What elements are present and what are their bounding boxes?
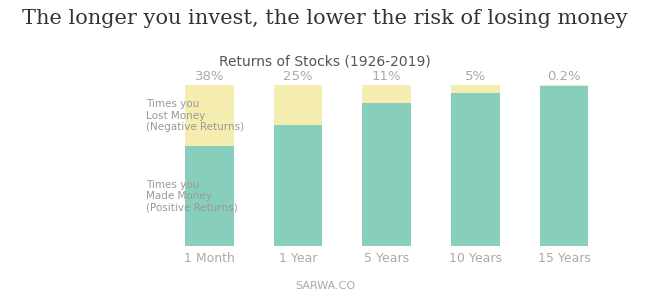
Bar bbox=[540, 85, 588, 246]
Text: 0.2%: 0.2% bbox=[547, 70, 581, 83]
Text: Times you
Made Money
(Positive Returns): Times you Made Money (Positive Returns) bbox=[146, 180, 237, 213]
Bar bbox=[363, 103, 411, 246]
Text: The longer you invest, the lower the risk of losing money: The longer you invest, the lower the ris… bbox=[22, 9, 628, 28]
Text: Times you
Lost Money
(Negative Returns): Times you Lost Money (Negative Returns) bbox=[146, 99, 244, 132]
Text: 11%: 11% bbox=[372, 70, 402, 83]
Text: 25%: 25% bbox=[283, 70, 313, 83]
Bar bbox=[363, 85, 411, 103]
Bar bbox=[274, 125, 322, 246]
Text: SARWA.CO: SARWA.CO bbox=[295, 281, 355, 291]
Bar bbox=[185, 85, 234, 146]
Bar bbox=[274, 85, 322, 125]
Bar bbox=[451, 93, 500, 246]
Text: 38%: 38% bbox=[195, 70, 224, 83]
Bar bbox=[185, 146, 234, 246]
Bar bbox=[451, 85, 500, 93]
Text: 5%: 5% bbox=[465, 70, 486, 83]
Text: Returns of Stocks (1926-2019): Returns of Stocks (1926-2019) bbox=[219, 54, 431, 68]
